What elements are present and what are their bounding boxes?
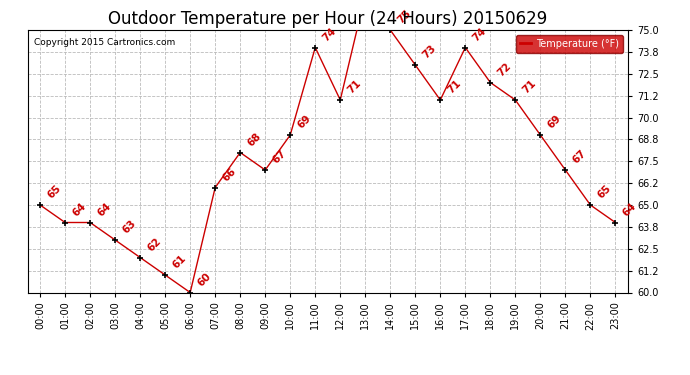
Text: 74: 74 xyxy=(321,26,338,44)
Text: 65: 65 xyxy=(46,183,63,201)
Text: 65: 65 xyxy=(596,183,613,201)
Text: 67: 67 xyxy=(270,148,288,166)
Text: 69: 69 xyxy=(546,114,563,131)
Text: 64: 64 xyxy=(96,201,113,218)
Text: 71: 71 xyxy=(521,78,538,96)
Text: 74: 74 xyxy=(471,26,489,44)
Text: 64: 64 xyxy=(70,201,88,218)
Text: 64: 64 xyxy=(621,201,638,218)
Text: 72: 72 xyxy=(496,61,513,78)
Text: 69: 69 xyxy=(296,114,313,131)
Text: Copyright 2015 Cartronics.com: Copyright 2015 Cartronics.com xyxy=(34,38,175,47)
Text: 67: 67 xyxy=(571,148,589,166)
Text: 62: 62 xyxy=(146,236,163,254)
Legend: Temperature (°F): Temperature (°F) xyxy=(515,35,623,52)
Title: Outdoor Temperature per Hour (24 Hours) 20150629: Outdoor Temperature per Hour (24 Hours) … xyxy=(108,10,547,28)
Text: 68: 68 xyxy=(246,131,263,148)
Text: 63: 63 xyxy=(121,219,138,236)
Text: 73: 73 xyxy=(421,44,438,61)
Text: 71: 71 xyxy=(346,78,363,96)
Text: 60: 60 xyxy=(196,271,213,288)
Text: 66: 66 xyxy=(221,166,238,183)
Text: 61: 61 xyxy=(170,254,188,271)
Text: 71: 71 xyxy=(446,78,463,96)
Text: 75: 75 xyxy=(396,8,413,26)
Text: 77: 77 xyxy=(0,374,1,375)
